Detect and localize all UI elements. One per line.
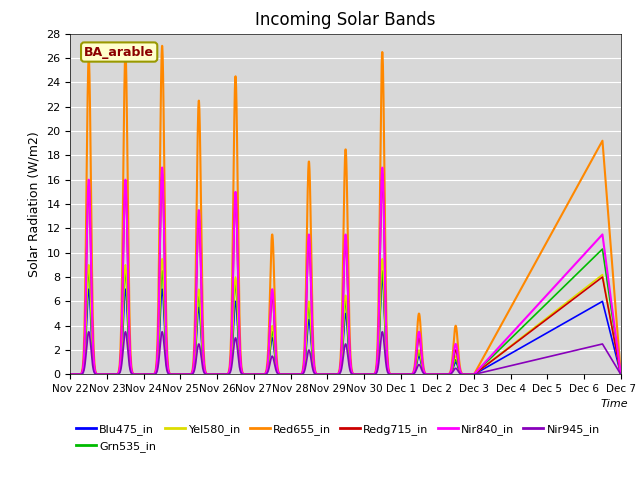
Line: Blu475_in: Blu475_in [70,277,621,374]
Nir945_in [85,329,93,335]
Blu475_in [67,372,74,377]
Nir945_in [129,372,137,377]
Red655_in [158,43,166,48]
Line: Nir840_in: Nir840_in [70,168,621,374]
Yel580_in [67,372,74,377]
Line: Redg715_in: Redg715_in [70,174,621,374]
Nir945_in [547,353,555,359]
Yel580_in [547,312,555,318]
Grn535_in [67,372,74,377]
Nir840_in [617,372,625,377]
Blu475_in [606,329,614,335]
Grn535_in [301,354,309,360]
Red655_in [547,232,555,238]
Redg715_in [158,171,166,177]
Blu475_in [547,328,555,334]
Red655_in [606,236,614,242]
Line: Red655_in: Red655_in [70,46,621,374]
Nir840_in [278,372,285,377]
Yel580_in [162,347,170,353]
Line: Nir945_in: Nir945_in [70,332,621,374]
Text: BA_arable: BA_arable [84,46,154,59]
Yel580_in [617,372,625,377]
Nir840_in [67,372,74,377]
Blu475_in [129,372,137,377]
Blu475_in [617,372,625,377]
Nir840_in [129,371,137,377]
Nir945_in [278,372,285,377]
Red655_in [67,372,74,377]
Blu475_in [162,351,170,357]
Grn535_in [278,372,285,377]
Nir840_in [606,290,614,296]
Title: Incoming Solar Bands: Incoming Solar Bands [255,11,436,29]
Yel580_in [606,313,614,319]
Nir840_in [547,288,555,294]
Line: Grn535_in: Grn535_in [70,249,621,374]
Yel580_in [301,349,309,355]
Nir945_in [606,354,614,360]
Nir945_in [162,362,170,368]
Nir945_in [67,372,74,377]
Redg715_in [278,372,285,377]
Grn535_in [162,347,170,352]
Blu475_in [278,372,285,377]
Red655_in [617,372,625,377]
Red655_in [162,302,170,308]
Grn535_in [598,246,606,252]
Nir840_in [301,329,309,335]
Redg715_in [162,329,170,335]
Redg715_in [67,372,74,377]
Legend: Blu475_in, Grn535_in, Yel580_in, Red655_in, Redg715_in, Nir840_in, Nir945_in: Blu475_in, Grn535_in, Yel580_in, Red655_… [76,424,600,452]
Grn535_in [547,297,554,302]
Nir840_in [162,328,170,334]
Redg715_in [129,371,137,377]
Redg715_in [547,313,555,319]
Grn535_in [617,372,625,377]
Line: Yel580_in: Yel580_in [70,259,621,374]
Nir840_in [158,165,166,170]
Grn535_in [129,372,137,377]
Nir945_in [617,372,625,377]
Y-axis label: Solar Radiation (W/m2): Solar Radiation (W/m2) [28,131,41,277]
Redg715_in [606,315,614,321]
Yel580_in [158,256,166,262]
Blu475_in [301,357,309,363]
Grn535_in [606,299,614,304]
Yel580_in [129,372,137,377]
Blu475_in [378,274,386,280]
Red655_in [129,371,137,377]
Redg715_in [301,331,309,337]
Redg715_in [617,372,625,377]
Red655_in [301,307,309,313]
Nir945_in [301,364,309,370]
Yel580_in [278,372,285,377]
Red655_in [278,372,285,377]
Text: Time: Time [600,399,628,409]
